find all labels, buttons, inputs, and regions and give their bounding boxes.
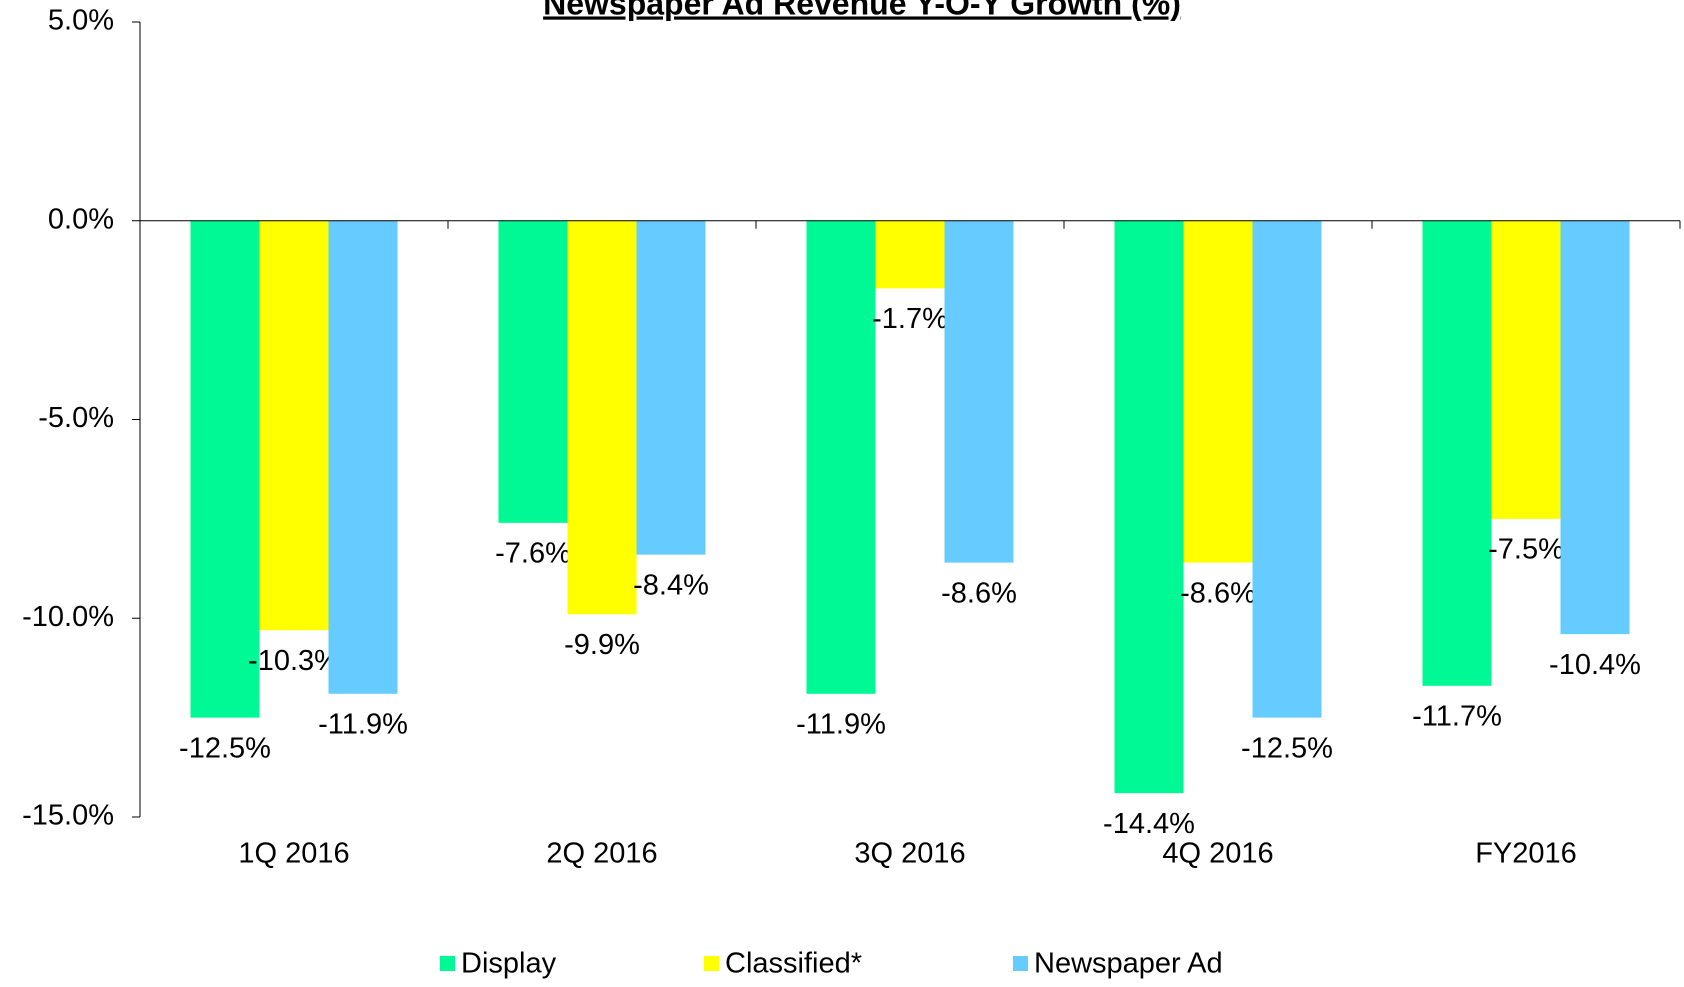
x-tick-label: 4Q 2016 <box>1162 838 1273 870</box>
data-label: -7.5% <box>1488 534 1564 566</box>
y-tick-label: 5.0% <box>48 5 114 37</box>
y-tick-label: -10.0% <box>22 601 114 633</box>
data-label: -10.3% <box>248 645 340 677</box>
bar <box>1252 220 1322 718</box>
legend-swatch <box>440 956 455 971</box>
x-tick-label: FY2016 <box>1475 838 1577 870</box>
bar <box>1114 220 1184 794</box>
bar <box>567 220 637 615</box>
data-label: -8.6% <box>1180 577 1256 609</box>
bar <box>1183 220 1253 563</box>
y-tick-label: -15.0% <box>22 800 114 832</box>
y-tick-label: 0.0% <box>48 203 114 235</box>
legend-swatch <box>1013 956 1028 971</box>
chart-title: Newspaper Ad Revenue Y-O-Y Growth (%) <box>543 0 1181 21</box>
x-tick-label: 2Q 2016 <box>546 838 657 870</box>
bar <box>498 220 568 523</box>
data-label: -11.9% <box>796 708 886 740</box>
data-label: -1.7% <box>872 303 948 335</box>
data-label: -9.9% <box>564 629 640 661</box>
bar <box>875 220 945 289</box>
legend-label: Display <box>461 948 557 980</box>
bar <box>1491 220 1561 519</box>
legend-label: Classified* <box>725 948 862 980</box>
y-tick-label: -5.0% <box>38 402 114 434</box>
bar <box>328 220 398 694</box>
bar <box>806 220 876 694</box>
data-label: -12.5% <box>1241 732 1333 764</box>
data-label: -10.4% <box>1549 649 1641 681</box>
legend-swatch <box>704 956 719 971</box>
data-label: -8.4% <box>633 569 709 601</box>
data-label: -14.4% <box>1103 808 1195 840</box>
data-label: -11.7% <box>1412 700 1502 732</box>
x-tick-label: 3Q 2016 <box>854 838 965 870</box>
bar <box>190 220 260 718</box>
bar <box>944 220 1014 563</box>
legend-label: Newspaper Ad <box>1034 948 1223 980</box>
bar <box>636 220 706 555</box>
data-label: -8.6% <box>941 577 1017 609</box>
data-label: -7.6% <box>495 538 571 570</box>
bar <box>1560 220 1630 635</box>
data-label: -12.5% <box>179 732 271 764</box>
x-tick-label: 1Q 2016 <box>238 838 349 870</box>
bar <box>259 220 329 631</box>
data-label: -11.9% <box>318 708 408 740</box>
bar <box>1422 220 1492 686</box>
